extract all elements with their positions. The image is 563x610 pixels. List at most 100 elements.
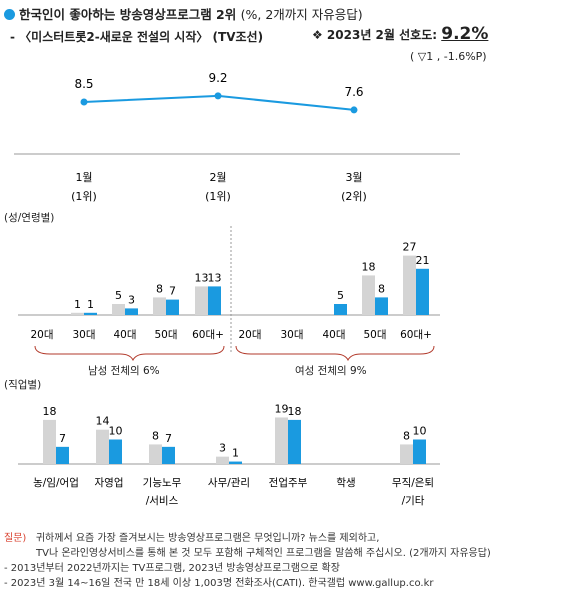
occupation-tick-label: 농/임/어업	[33, 476, 79, 489]
bar	[400, 444, 413, 464]
bar	[229, 461, 242, 464]
bar	[413, 439, 426, 464]
bar	[96, 429, 109, 464]
bar-value-label: 5	[115, 289, 122, 302]
note-scope: - 2013년부터 2022년까지는 TV프로그램, 2023년 방송영상프로그…	[4, 563, 340, 574]
bar-value-label: 10	[413, 425, 427, 438]
section-occupation: (직업별)	[4, 379, 42, 391]
bar-value-label: 3	[128, 293, 135, 306]
data-label: 8.5	[74, 77, 93, 91]
question-label: 질문)	[4, 533, 27, 544]
bar	[112, 304, 125, 315]
occupation-tick-label: /서비스	[146, 495, 179, 507]
occupation-tick-label: 기능노무	[143, 477, 182, 489]
bar	[362, 275, 375, 315]
bar-value-label: 1	[74, 298, 81, 311]
bar	[149, 444, 162, 464]
age-tick-label: 20대	[30, 329, 53, 341]
data-point	[80, 98, 88, 106]
bar-value-label: 18	[43, 405, 57, 418]
bar	[84, 312, 97, 315]
chart-title: 한국인이 좋아하는 방송영상프로그램 2위 (%, 2개까지 자유응답)	[4, 4, 363, 23]
bar-value-label: 14	[96, 415, 110, 428]
data-label: 7.6	[344, 85, 363, 99]
bar-value-label: 10	[109, 425, 123, 438]
bar	[375, 297, 388, 315]
female-brace	[235, 345, 435, 362]
bar-value-label: 3	[219, 442, 226, 455]
bar	[125, 308, 138, 315]
age-tick-label: 50대	[363, 329, 386, 341]
bar-value-label: 13	[195, 271, 209, 284]
age-tick-label: 60대+	[192, 329, 224, 341]
bar	[288, 419, 301, 464]
occupation-tick-label: 전업주부	[269, 476, 308, 489]
bar	[71, 312, 84, 315]
bar	[403, 255, 416, 315]
preference-label: ❖ 2023년 2월 선호도: 9.2%	[312, 24, 488, 44]
bar-value-label: 1	[87, 298, 94, 311]
male-total-label: 남성 전체의 6%	[88, 365, 160, 377]
section-age-gender: (성/연령별)	[4, 212, 55, 224]
bar-value-label: 8	[152, 429, 159, 442]
bullet-icon	[4, 9, 15, 20]
bar-value-label: 18	[362, 260, 376, 273]
x-tick-label: 1월	[75, 171, 92, 184]
age-tick-label: 40대	[113, 329, 136, 341]
bar	[153, 297, 166, 315]
bar-value-label: 27	[403, 241, 417, 254]
bar-value-label: 19	[275, 402, 289, 415]
age-tick-label: 30대	[280, 329, 303, 341]
title-text: 한국인이 좋아하는 방송영상프로그램 2위	[19, 7, 237, 22]
x-tick-label: 2월	[209, 171, 226, 184]
bar-value-label: 7	[169, 285, 176, 298]
title-note: (%, 2개까지 자유응답)	[240, 7, 363, 22]
rank-label: (1위)	[71, 190, 97, 203]
age-tick-label: 50대	[154, 329, 177, 341]
age-tick-label: 40대	[322, 329, 345, 341]
bar	[216, 456, 229, 464]
bar	[416, 268, 429, 315]
bar	[109, 439, 122, 464]
bar-value-label: 18	[288, 405, 302, 418]
data-point	[214, 92, 222, 100]
program-subtitle: - 〈미스터트롯2-새로운 전설의 시작〉 (TV조선)	[10, 30, 264, 44]
age-tick-label: 60대+	[400, 329, 432, 341]
age-tick-label: 30대	[72, 329, 95, 341]
rank-label: (2위)	[341, 190, 367, 203]
bar-value-label: 7	[59, 432, 66, 445]
bar-value-label: 7	[165, 432, 172, 445]
bar-value-label: 5	[337, 289, 344, 302]
pref-label-text: ❖ 2023년 2월 선호도:	[312, 28, 438, 42]
data-point	[350, 106, 358, 114]
female-total-label: 여성 전체의 9%	[295, 365, 367, 377]
occupation-tick-label: 학생	[336, 477, 355, 489]
bar-value-label: 8	[156, 282, 163, 295]
bar	[208, 286, 221, 315]
rank-label: (1위)	[205, 190, 231, 203]
pref-change: ( ▽1 , -1.6%P)	[410, 50, 487, 63]
bar-value-label: 13	[208, 271, 222, 284]
bar-value-label: 1	[232, 447, 239, 460]
monthly-line-chart: 8.5 1월 (1위) 9.2 2월 (1위) 7.6 3월 (2위)	[14, 71, 460, 203]
question-line-2: TV나 온라인영상서비스를 통해 본 것 모두 포함해 구체적인 프로그램을 말…	[36, 548, 491, 559]
bar-value-label: 8	[403, 429, 410, 442]
data-label: 9.2	[208, 71, 227, 85]
occupation-tick-label: 사무/관리	[208, 477, 250, 489]
bar-value-label: 8	[378, 282, 385, 295]
bar	[162, 446, 175, 464]
occupation-tick-label: 무직/은퇴	[392, 477, 434, 489]
bar	[334, 304, 347, 315]
question-line-1: 귀하께서 요즘 가장 즐겨보시는 방송영상프로그램은 무엇입니까? 뉴스를 제외…	[35, 533, 380, 544]
pref-value: 9.2%	[441, 24, 489, 44]
occupation-tick-label: 자영업	[95, 476, 124, 489]
bar	[195, 286, 208, 315]
bar	[275, 417, 288, 464]
age-tick-label: 20대	[238, 329, 261, 341]
bar-value-label: 21	[416, 254, 430, 267]
male-brace	[34, 345, 225, 362]
bar	[166, 299, 179, 315]
bar	[56, 446, 69, 464]
